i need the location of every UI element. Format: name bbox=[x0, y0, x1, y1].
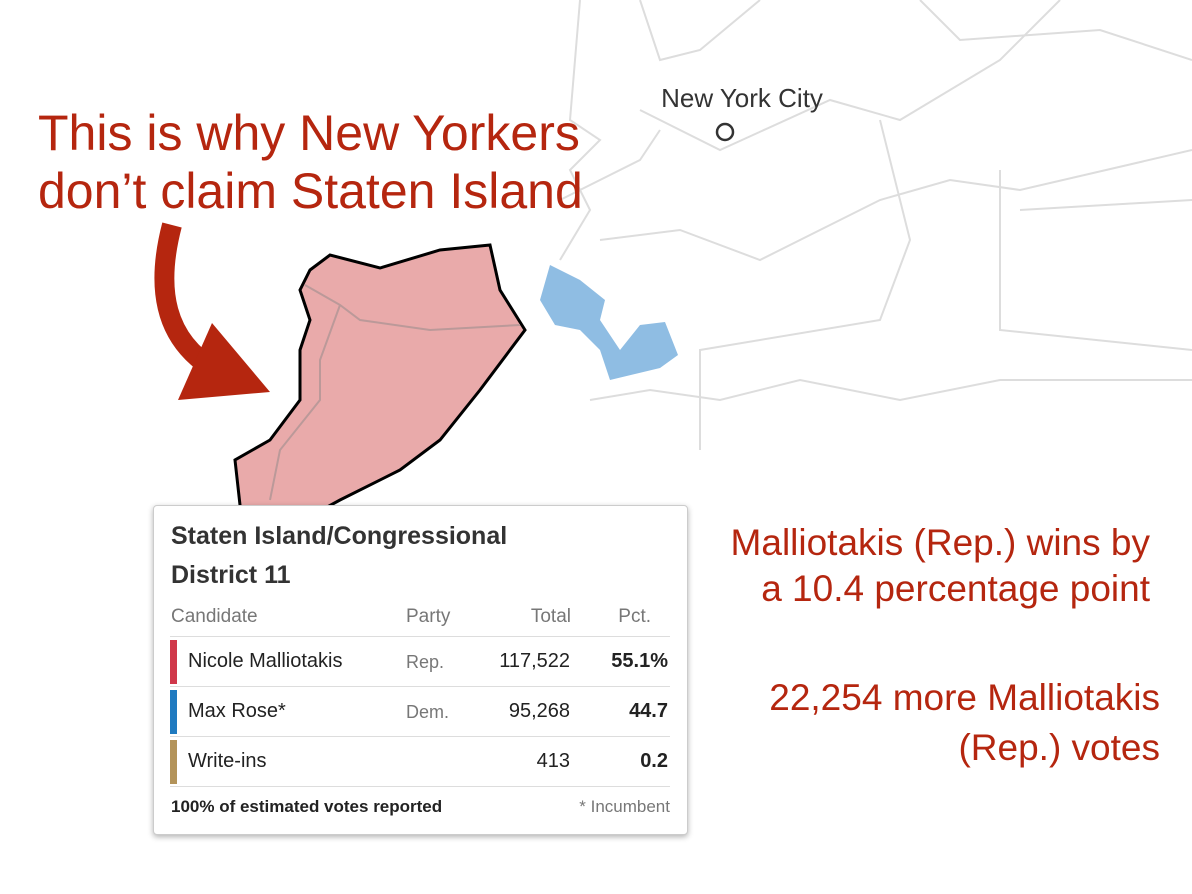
party: Rep. bbox=[406, 652, 445, 672]
results-title: Staten Island/Congressional bbox=[171, 522, 508, 550]
side-notes: Malliotakis (Rep.) wins by a 10.4 percen… bbox=[731, 522, 1160, 768]
header: Pct. bbox=[618, 606, 651, 627]
side-note: (Rep.) votes bbox=[958, 727, 1160, 768]
district-lines bbox=[269, 284, 521, 501]
side-note: Malliotakis (Rep.) wins by bbox=[731, 522, 1151, 563]
header: Candidate bbox=[171, 606, 258, 627]
party-bar bbox=[170, 640, 177, 684]
party-bar bbox=[170, 690, 177, 734]
total: 95,268 bbox=[508, 700, 570, 722]
header: Total bbox=[530, 606, 571, 627]
total: 117,522 bbox=[499, 650, 570, 672]
border bbox=[639, 0, 1061, 152]
party-bar bbox=[170, 740, 177, 784]
candidate: Write-ins bbox=[188, 750, 267, 772]
annotation-line: This is why New Yorkers bbox=[38, 105, 580, 161]
map-borders bbox=[559, 0, 1192, 450]
note: * Incumbent bbox=[579, 797, 670, 816]
border bbox=[999, 170, 1192, 351]
side-note: 22,254 more Malliotakis bbox=[769, 677, 1160, 718]
pct: 55.1% bbox=[611, 650, 668, 672]
border bbox=[559, 129, 661, 201]
brooklyn-part bbox=[540, 265, 678, 380]
pct: 44.7 bbox=[629, 700, 668, 722]
total: 413 bbox=[536, 750, 570, 772]
border bbox=[1019, 199, 1192, 211]
header: Party bbox=[406, 606, 451, 627]
border bbox=[639, 0, 761, 62]
result-row: Write-ins 413 0.2 bbox=[170, 736, 670, 786]
border bbox=[699, 119, 912, 450]
result-row: Max Rose* Dem. 95,268 44.7 bbox=[170, 686, 670, 736]
row-rule bbox=[170, 786, 670, 787]
results-title: District 11 bbox=[171, 561, 291, 589]
arrow-head bbox=[178, 323, 270, 400]
candidate: Max Rose* bbox=[188, 700, 286, 722]
footer: 100% of estimated votes reported bbox=[171, 797, 443, 816]
side-note: a 10.4 percentage point bbox=[761, 568, 1151, 609]
border bbox=[919, 0, 1192, 61]
result-row: Nicole Malliotakis Rep. 117,522 55.1% bbox=[170, 636, 670, 686]
city-label: New York City bbox=[661, 83, 823, 113]
city-marker bbox=[715, 122, 735, 142]
border bbox=[589, 378, 1192, 402]
results-card: Staten Island/Congressional District 11 … bbox=[153, 505, 688, 835]
border bbox=[559, 0, 602, 261]
border bbox=[599, 149, 1192, 262]
party: Dem. bbox=[406, 702, 450, 722]
staten-island bbox=[233, 243, 527, 532]
candidate: Nicole Malliotakis bbox=[188, 650, 343, 672]
pct: 0.2 bbox=[640, 750, 668, 772]
annotation-line: don’t claim Staten Island bbox=[38, 163, 583, 219]
